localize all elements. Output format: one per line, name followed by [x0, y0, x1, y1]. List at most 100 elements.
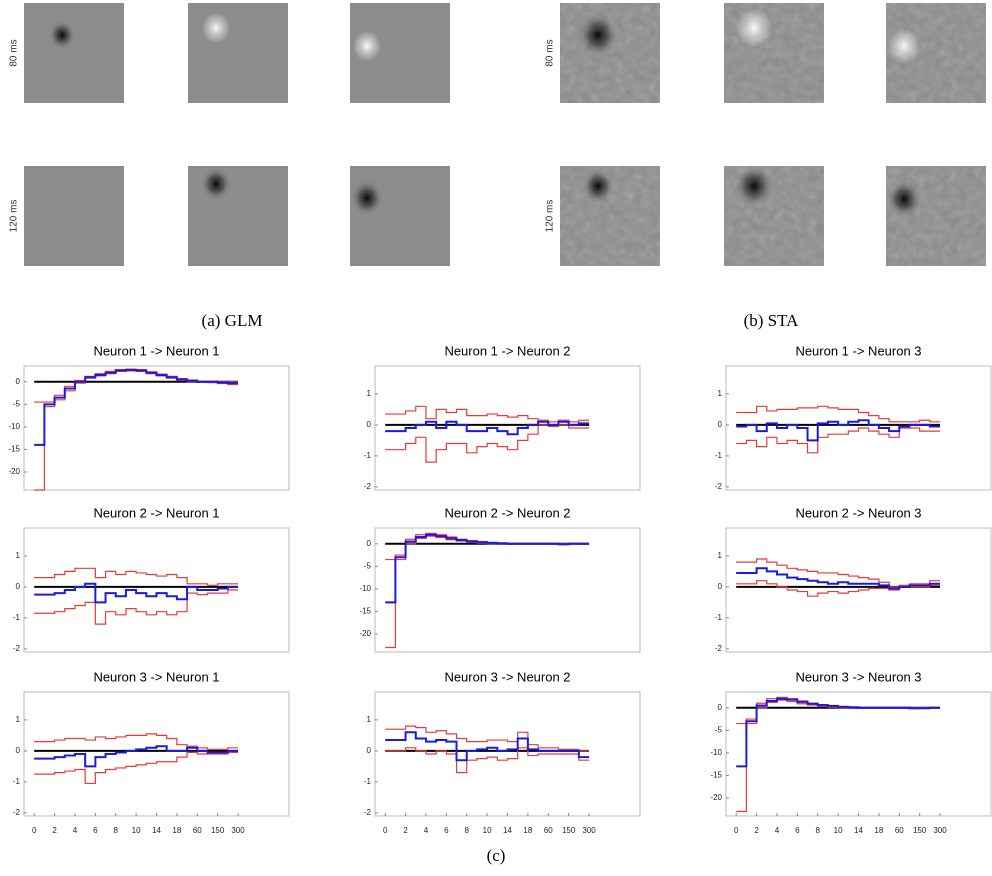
step-line	[736, 697, 941, 768]
plot-frame	[23, 527, 290, 653]
receptive-field	[582, 168, 614, 204]
step-line	[736, 580, 941, 597]
step-line	[34, 589, 239, 625]
x-tick-label: 8	[465, 826, 470, 835]
y-tick-label: 0	[718, 582, 723, 591]
receptive-field	[735, 165, 773, 207]
x-tick-label: 300	[231, 826, 245, 835]
plot-frame	[725, 527, 992, 653]
step-line	[385, 747, 590, 774]
x-tick-label: 300	[582, 826, 596, 835]
step-line	[385, 535, 590, 649]
chart-title: Neuron 2 -> Neuron 3	[795, 505, 921, 520]
step-line	[34, 745, 239, 768]
y-tick-label: -1	[13, 613, 21, 622]
y-tick-label: -1	[364, 777, 372, 786]
caption: (b) STA	[744, 311, 800, 330]
y-tick-label: -1	[715, 613, 723, 622]
y-tick-label: -20	[8, 467, 20, 476]
y-tick-label: 0	[718, 703, 723, 712]
y-tick-label: 0	[367, 539, 372, 548]
receptive-field	[351, 180, 383, 216]
plot-frame	[374, 691, 641, 817]
receptive-field	[887, 180, 921, 218]
y-tick-label: -10	[710, 748, 722, 757]
x-tick-label: 2	[754, 826, 759, 835]
y-tick-label: 0	[16, 746, 21, 755]
step-line	[34, 733, 239, 750]
y-tick-label: -10	[359, 584, 371, 593]
step-line	[736, 567, 941, 590]
plot-frame	[23, 691, 290, 817]
x-tick-label: 4	[73, 826, 78, 835]
y-tick-label: -2	[364, 482, 372, 491]
row-label: 80 ms	[9, 39, 20, 66]
x-tick-label: 60	[544, 826, 553, 835]
y-tick-label: -1	[364, 451, 372, 460]
y-tick-label: 1	[718, 551, 723, 560]
chart-title: Neuron 2 -> Neuron 2	[444, 505, 570, 520]
x-tick-label: 0	[383, 826, 388, 835]
x-tick-label: 60	[193, 826, 202, 835]
step-line	[385, 533, 590, 604]
x-tick-label: 18	[172, 826, 181, 835]
y-tick-label: 1	[16, 715, 21, 724]
x-tick-label: 14	[152, 826, 161, 835]
plot-frame	[374, 365, 641, 491]
x-tick-label: 2	[403, 826, 408, 835]
y-tick-label: 0	[718, 420, 723, 429]
y-tick-label: -2	[13, 644, 21, 653]
y-tick-label: -20	[359, 629, 371, 638]
x-tick-label: 10	[834, 826, 843, 835]
receptive-field	[202, 12, 230, 44]
step-line	[736, 699, 941, 813]
y-tick-label: -2	[715, 482, 723, 491]
x-tick-label: 60	[895, 826, 904, 835]
chart-title: Neuron 2 -> Neuron 1	[93, 505, 219, 520]
x-tick-label: 4	[775, 826, 780, 835]
plot-frame	[23, 365, 290, 491]
chart-title: Neuron 1 -> Neuron 3	[795, 343, 921, 358]
x-tick-label: 300	[933, 826, 947, 835]
step-line	[34, 369, 239, 446]
plot-frame	[725, 691, 992, 817]
x-tick-label: 10	[132, 826, 141, 835]
x-tick-label: 4	[424, 826, 429, 835]
receptive-field	[201, 167, 231, 201]
y-tick-label: -15	[359, 607, 371, 616]
receptive-field	[353, 30, 381, 62]
step-line	[385, 731, 590, 762]
chart-title: Neuron 1 -> Neuron 1	[93, 343, 219, 358]
row-label: 120 ms	[545, 200, 556, 233]
caption: (a) GLM	[202, 311, 263, 330]
x-tick-label: 6	[795, 826, 800, 835]
receptive-field	[736, 8, 772, 48]
step-line	[385, 420, 590, 436]
y-tick-label: 1	[16, 551, 21, 560]
x-tick-label: 150	[562, 826, 576, 835]
x-tick-label: 18	[523, 826, 532, 835]
x-tick-label: 0	[32, 826, 37, 835]
x-tick-label: 18	[874, 826, 883, 835]
x-tick-label: 10	[483, 826, 492, 835]
step-line	[736, 419, 941, 442]
y-tick-label: 0	[16, 582, 21, 591]
y-tick-label: -2	[715, 644, 723, 653]
step-line	[34, 582, 239, 604]
x-tick-label: 8	[816, 826, 821, 835]
row-label: 120 ms	[9, 200, 20, 233]
step-line	[34, 567, 239, 586]
y-tick-label: -15	[8, 445, 20, 454]
x-tick-label: 150	[211, 826, 225, 835]
x-tick-label: 2	[52, 826, 57, 835]
y-tick-label: -5	[13, 399, 21, 408]
image-patch	[188, 3, 288, 103]
x-tick-label: 14	[854, 826, 863, 835]
y-tick-label: -5	[364, 561, 372, 570]
x-tick-label: 6	[444, 826, 449, 835]
x-tick-label: 14	[503, 826, 512, 835]
y-tick-label: 0	[16, 377, 21, 386]
step-line	[385, 725, 590, 752]
step-line	[385, 424, 590, 463]
